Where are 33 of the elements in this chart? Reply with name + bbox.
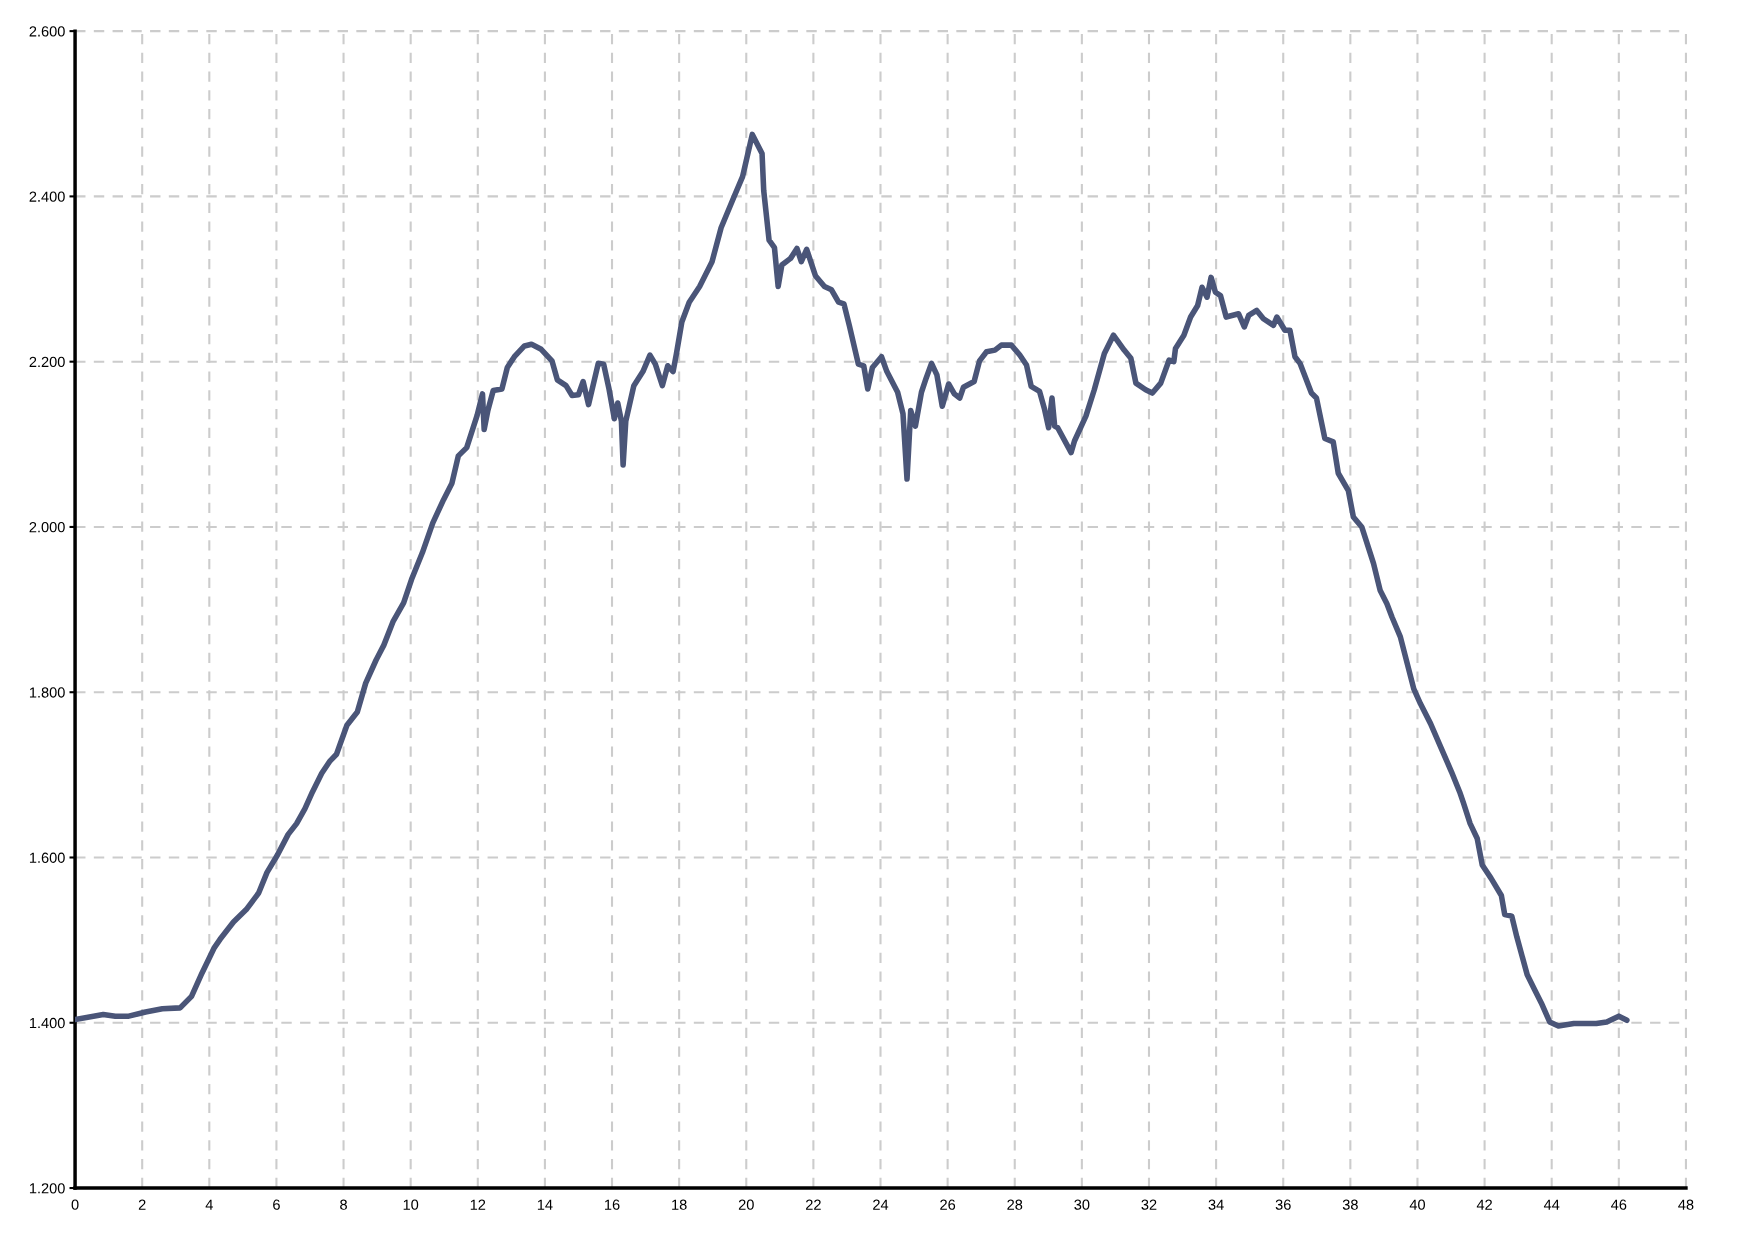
y-tick-label: 1.600 — [29, 852, 65, 863]
y-tick-label: 1.400 — [29, 1017, 65, 1029]
x-tick-label: 18 — [672, 1199, 687, 1210]
x-tick-label: 10 — [403, 1199, 419, 1210]
x-tick-label: 2 — [138, 1199, 146, 1210]
y-tick-label: 1.200 — [29, 1183, 65, 1194]
x-tick-label: 6 — [273, 1199, 280, 1210]
x-tick-label: 24 — [873, 1199, 889, 1210]
x-tick-label: 12 — [470, 1199, 486, 1210]
y-tick-label: 2.600 — [29, 26, 65, 37]
x-tick-label: 32 — [1141, 1199, 1157, 1210]
x-tick-label: 34 — [1208, 1199, 1224, 1210]
y-tick-label: 2.400 — [29, 191, 65, 202]
x-tick-label: 36 — [1275, 1199, 1291, 1210]
x-tick-label: 38 — [1342, 1199, 1358, 1210]
x-tick-label: 44 — [1543, 1199, 1560, 1210]
x-tick-label: 42 — [1476, 1199, 1492, 1210]
x-tick-label: 4 — [205, 1199, 213, 1210]
x-tick-label: 28 — [1007, 1199, 1023, 1210]
x-tick-label: 30 — [1074, 1199, 1090, 1210]
x-tick-label: 20 — [738, 1199, 754, 1210]
y-tick-label: 2.000 — [29, 522, 65, 533]
x-tick-label: 22 — [806, 1199, 821, 1210]
x-tick-label: 48 — [1678, 1199, 1694, 1210]
x-tick-label: 0 — [71, 1199, 79, 1210]
x-tick-label: 26 — [940, 1199, 956, 1210]
x-tick-label: 46 — [1611, 1199, 1627, 1210]
y-tick-label: 1.800 — [29, 687, 65, 698]
x-tick-label: 14 — [537, 1199, 553, 1210]
x-tick-label: 16 — [605, 1199, 620, 1210]
y-tick-label: 2.200 — [29, 356, 65, 368]
x-tick-label: 40 — [1409, 1199, 1426, 1210]
x-tick-label: 8 — [340, 1199, 347, 1210]
